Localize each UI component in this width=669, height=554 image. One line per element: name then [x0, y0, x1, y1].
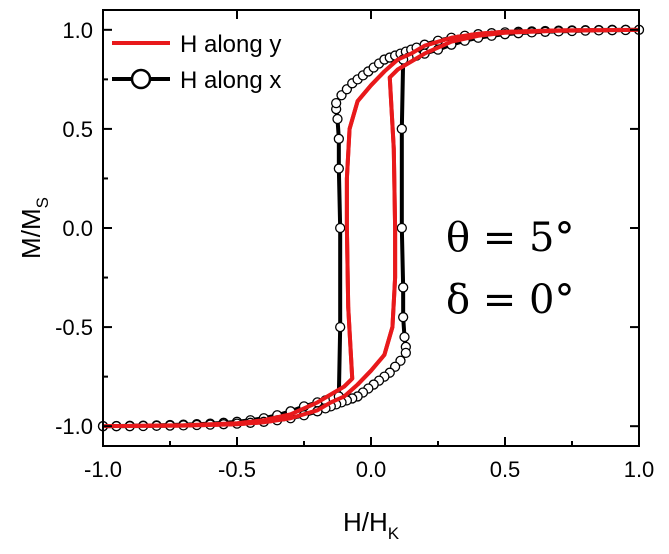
y-axis-title: M/MS — [16, 197, 52, 259]
series-line-h-along-y-overlay — [103, 27, 639, 429]
x-tick-label: 1.0 — [624, 457, 655, 482]
legend: H along y H along x — [112, 31, 281, 94]
legend-marker-h-along-x — [130, 68, 152, 90]
series-point-h-along-x — [399, 331, 410, 343]
series-point-h-along-x — [335, 321, 346, 333]
x-tick-label: -0.5 — [218, 457, 256, 482]
y-tick-label: -1.0 — [55, 414, 93, 439]
tick-layer — [102, 10, 640, 446]
y-tick-label: 0.0 — [62, 216, 93, 241]
series-point-h-along-x — [333, 133, 344, 144]
series-point-h-along-x — [331, 98, 342, 109]
x-tick-label: -1.0 — [84, 457, 122, 482]
legend-label-h-along-x: H along x — [180, 67, 281, 94]
annotation-delta: δ = 0° — [446, 277, 574, 323]
annotation-theta: θ = 5° — [446, 215, 574, 261]
x-tick-label: 0.0 — [356, 457, 387, 482]
series-point-h-along-x — [396, 123, 407, 135]
y-axis-title-main: M/M — [16, 208, 46, 259]
x-axis-title-main: H/H — [343, 507, 388, 537]
series-point-h-along-x — [333, 163, 344, 174]
series-point-h-along-x — [396, 222, 407, 234]
x-axis-title: H/HK — [343, 507, 400, 543]
series-point-h-along-x — [332, 113, 343, 125]
x-axis-title-sub: K — [388, 524, 400, 543]
series-point-h-along-x — [335, 222, 346, 234]
y-tick-label: 0.5 — [62, 117, 93, 142]
series-point-h-along-x — [398, 312, 409, 323]
x-tick-label: 0.5 — [490, 457, 521, 482]
y-tick-label: 1.0 — [62, 18, 93, 43]
y-tick-label: -0.5 — [55, 315, 93, 340]
series-point-h-along-x — [398, 282, 409, 293]
y-axis-title-sub: S — [33, 197, 52, 208]
tick-label-layer: -1.0 -0.5 0.0 0.5 1.0 -1.0 -0.5 0.0 0.5 1.0 — [55, 18, 654, 482]
legend-label-h-along-y: H along y — [180, 31, 281, 58]
series-point-h-along-x — [400, 347, 411, 359]
